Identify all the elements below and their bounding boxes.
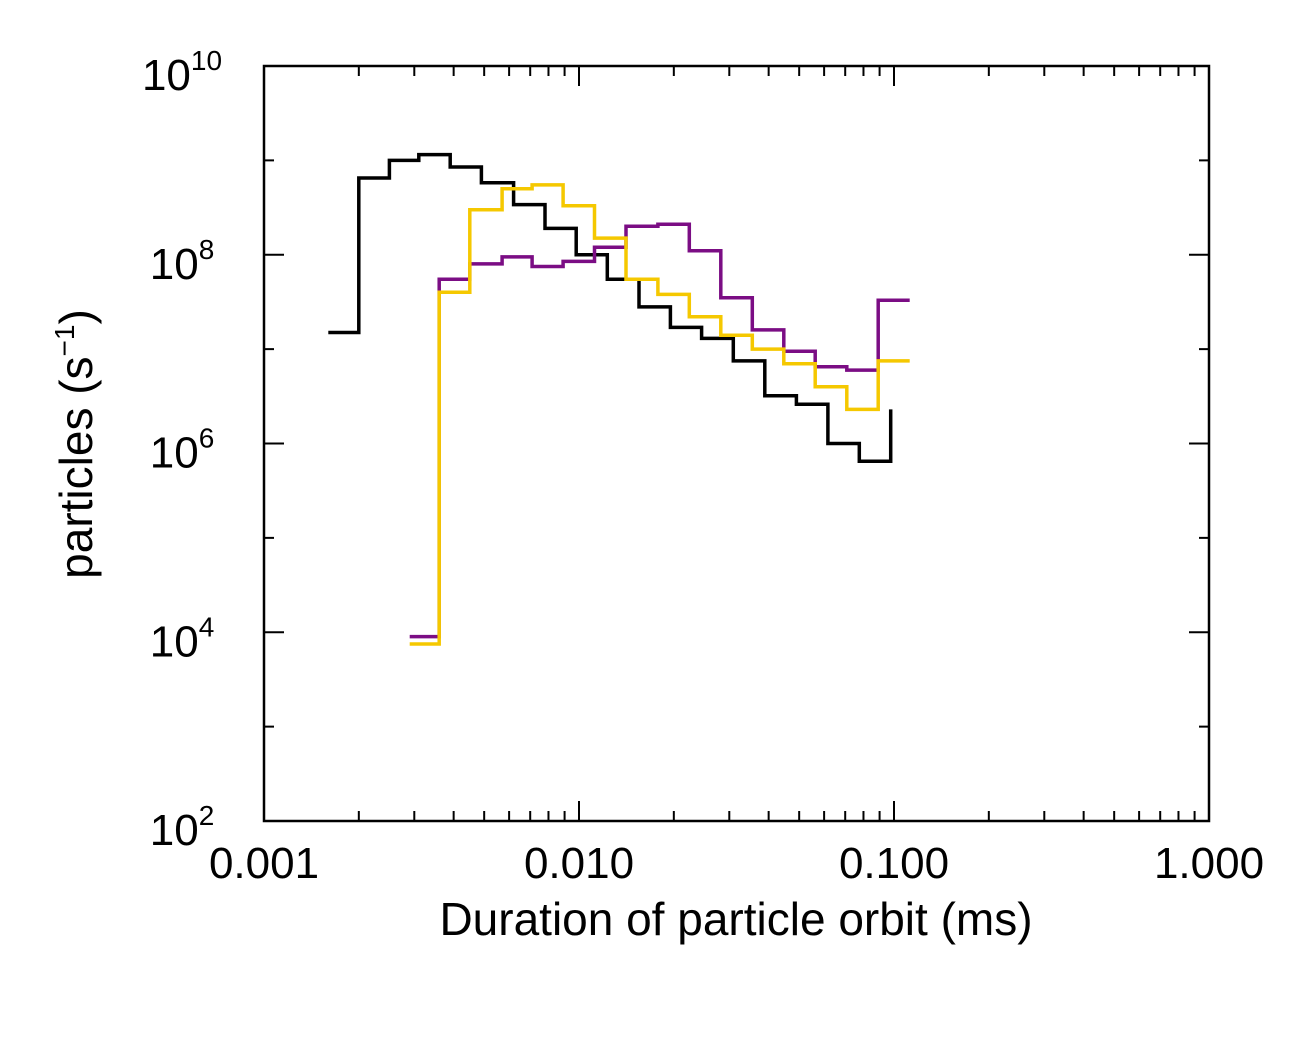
series-gold-line <box>409 183 910 646</box>
series-purple-line <box>409 222 910 639</box>
x-axis-label: Duration of particle orbit (ms) <box>439 893 1032 945</box>
y-axis-label-close: ) <box>50 309 102 324</box>
y-tick-exp: 6 <box>199 423 215 454</box>
x-tick-label: 0.010 <box>524 839 634 888</box>
y-tick-label: 104 <box>150 611 215 666</box>
y-tick-label: 106 <box>150 423 215 478</box>
y-axis-label-main: particles (s <box>50 356 102 578</box>
series-layer <box>328 152 910 646</box>
y-tick-base: 10 <box>142 51 191 100</box>
y-axis-label-exp: −1 <box>49 325 80 357</box>
y-tick-base: 10 <box>150 806 199 855</box>
axis-ticks <box>263 65 1210 822</box>
x-tick-labels: 0.001 0.010 0.100 1.000 <box>209 839 1264 888</box>
y-tick-exp: 2 <box>199 800 215 831</box>
series-black-line <box>328 152 893 463</box>
y-tick-base: 10 <box>150 617 199 666</box>
x-tick-label: 0.001 <box>209 839 319 888</box>
y-tick-exp: 4 <box>199 611 215 642</box>
y-tick-label: 102 <box>150 800 215 855</box>
y-axis-label: particles (s−1) <box>49 309 102 579</box>
x-tick-label: 1.000 <box>1154 839 1264 888</box>
plot-frame <box>262 64 1211 823</box>
y-tick-base: 10 <box>150 240 199 289</box>
y-tick-exp: 10 <box>191 45 222 76</box>
y-tick-label: 1010 <box>142 45 222 100</box>
x-tick-label: 0.100 <box>839 839 949 888</box>
y-tick-label: 108 <box>150 234 215 289</box>
y-tick-base: 10 <box>150 429 199 478</box>
y-tick-exp: 8 <box>199 234 215 265</box>
